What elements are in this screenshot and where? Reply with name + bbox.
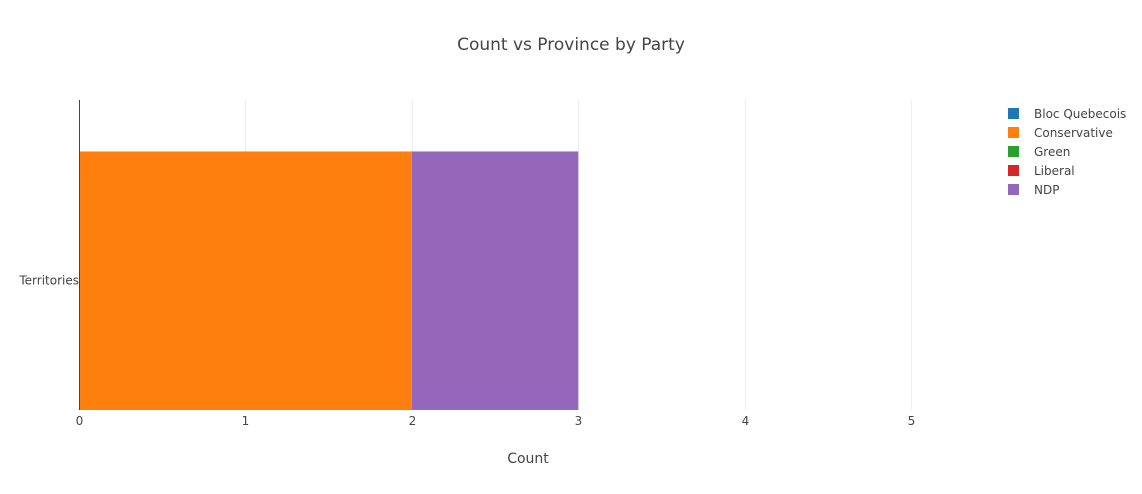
- legend-swatch: [1008, 108, 1019, 119]
- x-tick-label: 5: [908, 414, 916, 428]
- x-axis-title: Count: [507, 451, 549, 467]
- legend-label: Bloc Quebecois: [1034, 107, 1126, 121]
- x-tick-label: 4: [742, 414, 750, 428]
- chart-title: Count vs Province by Party: [457, 35, 685, 55]
- legend-label: Conservative: [1034, 126, 1113, 140]
- bar-conservative: [79, 151, 412, 410]
- legend-label: Green: [1034, 145, 1070, 159]
- x-tick-label: 3: [575, 414, 583, 428]
- legend-label: NDP: [1034, 183, 1059, 197]
- legend-label: Liberal: [1034, 164, 1075, 178]
- legend-swatch: [1008, 146, 1019, 157]
- legend-swatch: [1008, 127, 1019, 138]
- bar-layer: [79, 151, 579, 410]
- x-tick-label: 0: [76, 414, 84, 428]
- y-tick-labels: Territories: [18, 274, 79, 288]
- legend: Bloc Quebecois Conservative Green Liberal ND…: [1008, 107, 1126, 197]
- x-tick-labels: 0 1 2 3 4 5: [76, 414, 916, 428]
- legend-swatch: [1008, 165, 1019, 176]
- legend-swatch: [1008, 184, 1019, 195]
- x-tick-label: 1: [242, 414, 250, 428]
- y-tick-label: Territories: [18, 274, 79, 288]
- x-tick-label: 2: [409, 414, 417, 428]
- bar-ndp: [411, 151, 579, 410]
